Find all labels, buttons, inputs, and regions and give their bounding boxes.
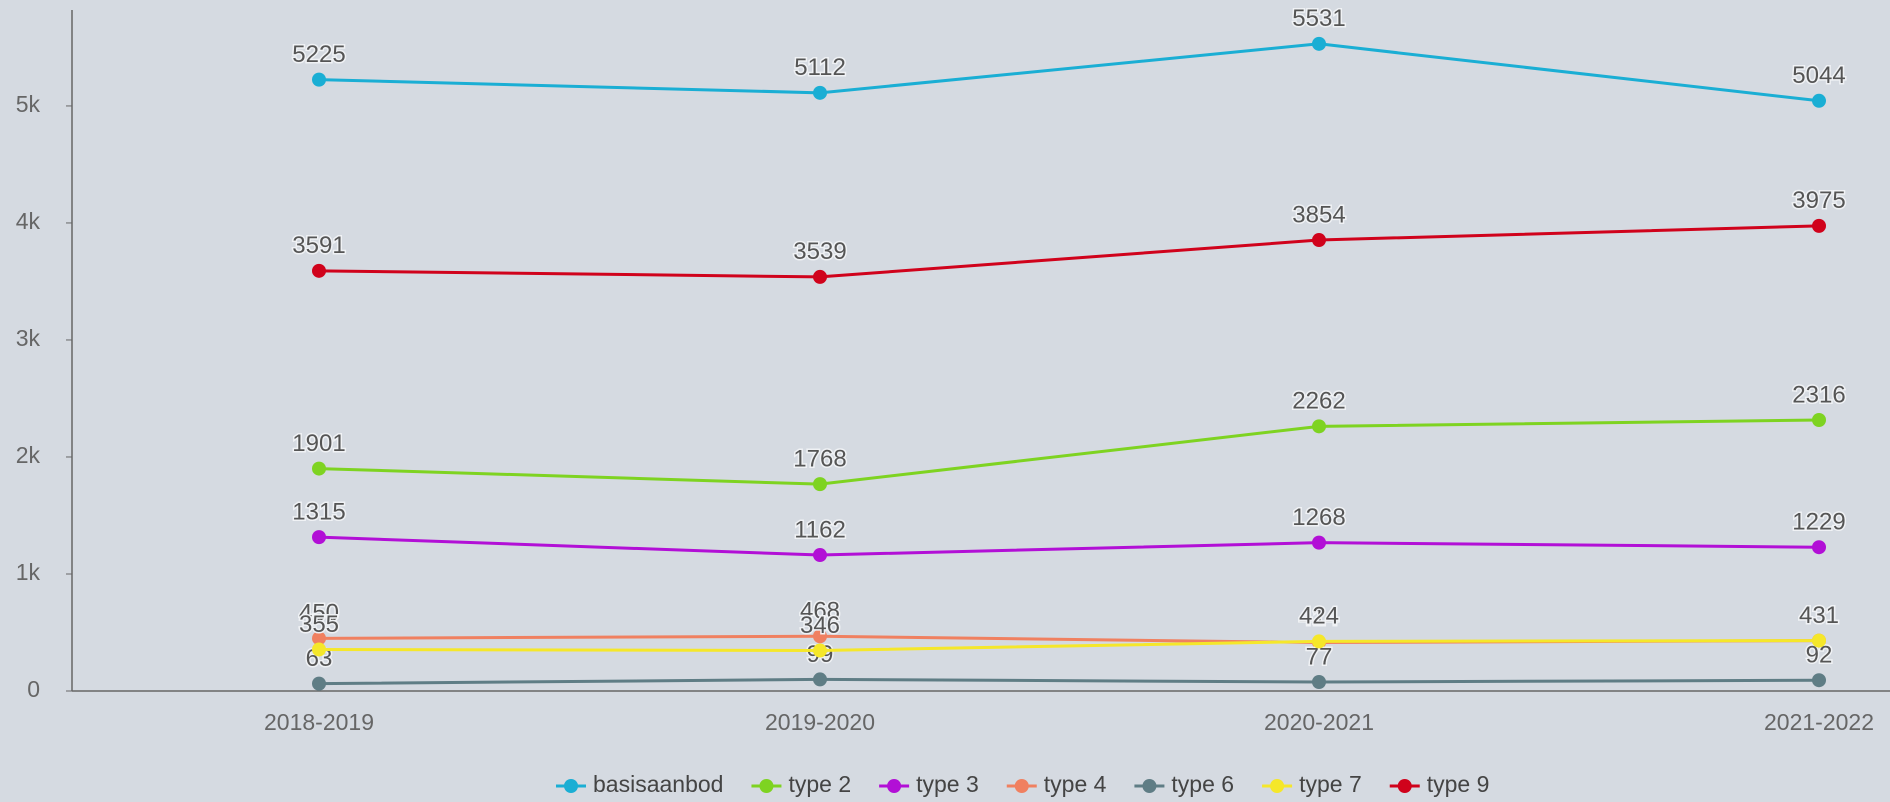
series-line: [318, 535, 1820, 557]
legend-label: type 3: [916, 771, 979, 797]
data-point: [1812, 633, 1826, 648]
data-label: 1162: [794, 516, 846, 543]
data-point: [312, 631, 326, 646]
data-label: 1901: [292, 430, 345, 457]
data-label: 431: [1799, 602, 1839, 629]
data-label: 1268: [1292, 504, 1345, 531]
legend-label: type 6: [1171, 771, 1234, 797]
data-point: [1312, 36, 1326, 51]
legend-label: type 4: [1044, 771, 1107, 797]
data-point: [813, 85, 827, 100]
legend-label: type 7: [1299, 771, 1362, 797]
data-label: 431: [1799, 602, 1839, 629]
data-label: 5044: [1792, 62, 1845, 89]
y-tick-label: 3k: [16, 325, 41, 351]
y-tick-label: 1k: [16, 559, 41, 585]
data-point: [1812, 93, 1826, 108]
data-label: 346: [800, 612, 840, 639]
legend-marker: [564, 779, 578, 793]
data-label: 5531: [1292, 5, 1345, 32]
data-label: 2316: [1792, 381, 1845, 408]
data-label: 5225: [292, 41, 345, 68]
legend-marker: [1397, 779, 1412, 793]
data-point: [1312, 674, 1326, 689]
data-label: 1768: [793, 445, 846, 472]
data-point: [1812, 218, 1826, 233]
y-tick-label: 4k: [16, 208, 41, 234]
data-label: 3854: [1292, 201, 1345, 228]
data-point: [312, 72, 326, 87]
series-line: [318, 418, 1820, 486]
data-point: [312, 676, 326, 691]
series-line: [318, 42, 1820, 103]
x-tick-label: 2021-2022: [1764, 709, 1874, 735]
data-label: 468: [800, 598, 840, 625]
legend-marker: [1014, 779, 1029, 793]
data-point: [312, 461, 326, 476]
data-point: [1812, 673, 1826, 688]
data-label: 414: [1299, 604, 1339, 631]
y-tick-label: 2k: [16, 442, 41, 468]
data-label: 3539: [793, 238, 846, 265]
data-point: [1812, 540, 1826, 555]
x-tick-label: 2020-2021: [1264, 709, 1374, 735]
data-point: [813, 477, 827, 492]
data-point: [1312, 419, 1326, 434]
data-point: [1812, 413, 1826, 428]
legend-label: type 2: [788, 771, 851, 797]
data-point: [1312, 535, 1326, 550]
series-line: [318, 639, 1820, 653]
data-label: 1315: [292, 498, 345, 525]
data-point: [813, 629, 827, 644]
data-label: 450: [299, 600, 339, 627]
series-line: [318, 224, 1820, 279]
legend-marker: [887, 779, 902, 793]
legend-marker: [759, 779, 774, 793]
y-tick-label: 5k: [16, 91, 41, 117]
data-point: [312, 530, 326, 545]
data-point: [312, 642, 326, 657]
data-point: [1312, 634, 1326, 649]
legend-marker: [1270, 779, 1285, 793]
data-point: [813, 269, 827, 284]
series-line: [318, 677, 1820, 686]
x-tick-label: 2018-2019: [264, 709, 374, 735]
x-tick-label: 2019-2020: [765, 709, 875, 735]
data-label: 3975: [1792, 187, 1845, 214]
data-label: 77: [1306, 643, 1333, 670]
legend-label: type 9: [1427, 771, 1490, 797]
data-point: [1312, 233, 1326, 248]
data-point: [813, 643, 827, 658]
data-label: 1229: [1792, 509, 1845, 536]
legend-label: basisaanbod: [593, 771, 723, 797]
data-label: 355: [299, 611, 339, 638]
data-label: 5112: [794, 54, 846, 81]
data-label: 2262: [1292, 388, 1345, 415]
data-label: 424: [1299, 603, 1339, 630]
data-point: [312, 263, 326, 278]
data-point: [813, 672, 827, 687]
data-point: [813, 548, 827, 563]
y-tick-label: 0: [27, 676, 40, 702]
legend-marker: [1142, 779, 1157, 793]
data-label: 3591: [292, 232, 345, 259]
